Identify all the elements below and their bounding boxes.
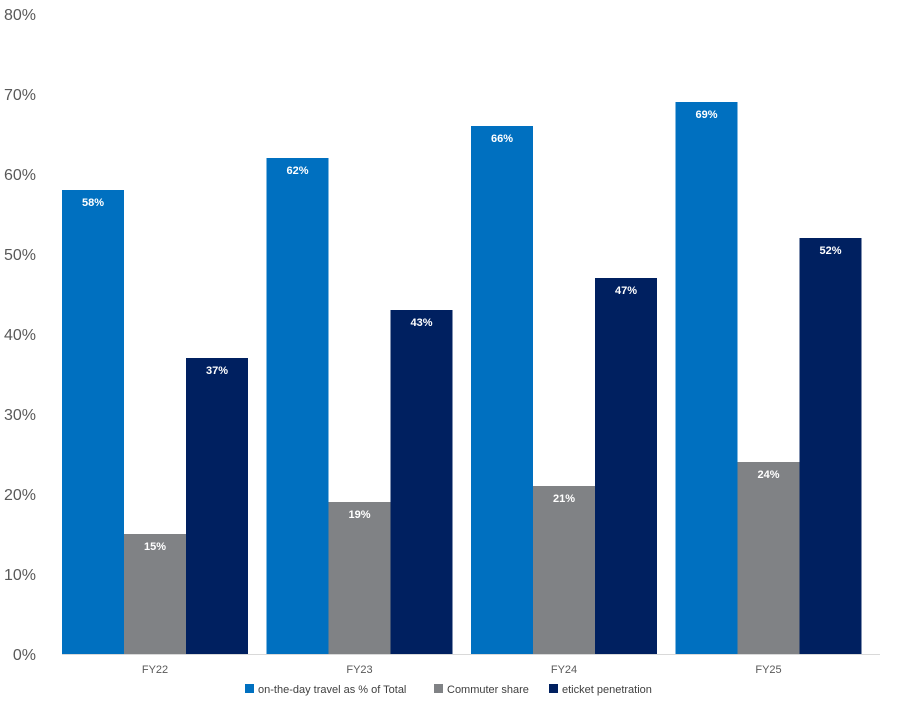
data-label: 43% xyxy=(410,317,432,329)
data-label: 58% xyxy=(82,197,104,209)
data-label: 52% xyxy=(819,245,841,257)
x-tick-label: FY24 xyxy=(551,664,577,676)
y-tick-label: 30% xyxy=(4,407,36,424)
legend-label: on-the-day travel as % of Total xyxy=(258,684,406,696)
bar-eticket-penetration-fy23 xyxy=(390,310,453,654)
y-tick-label: 80% xyxy=(4,7,36,24)
x-axis-ticks: FY22 FY23 FY24 FY25 xyxy=(142,664,782,676)
data-label: 62% xyxy=(286,165,308,177)
bar-eticket-penetration-fy24 xyxy=(595,278,657,654)
bar-on-the-day-travel-as-of-total-fy22 xyxy=(62,190,124,654)
x-tick-label: FY23 xyxy=(346,664,372,676)
y-tick-label: 40% xyxy=(4,327,36,344)
y-tick-label: 50% xyxy=(4,247,36,264)
y-tick-label: 60% xyxy=(4,167,36,184)
data-label: 47% xyxy=(615,285,637,297)
x-tick-label: FY22 xyxy=(142,664,168,676)
legend-label: eticket penetration xyxy=(562,684,652,696)
legend-swatch xyxy=(245,684,254,693)
bar-commuter-share-fy24 xyxy=(533,486,595,654)
bars-group xyxy=(62,102,862,654)
bar-on-the-day-travel-as-of-total-fy24 xyxy=(471,126,533,654)
bar-commuter-share-fy23 xyxy=(328,502,391,654)
legend-swatch xyxy=(549,684,558,693)
data-label: 66% xyxy=(491,133,513,145)
data-label: 69% xyxy=(695,109,717,121)
bar-on-the-day-travel-as-of-total-fy25 xyxy=(675,102,738,654)
y-tick-label: 0% xyxy=(13,647,36,664)
data-label: 15% xyxy=(144,541,166,553)
legend-label: Commuter share xyxy=(447,684,529,696)
data-label: 19% xyxy=(348,509,370,521)
y-tick-label: 20% xyxy=(4,487,36,504)
legend: on-the-day travel as % of Total Commuter … xyxy=(245,684,652,696)
y-tick-label: 70% xyxy=(4,87,36,104)
bar-eticket-penetration-fy22 xyxy=(186,358,248,654)
data-labels-group: 58% 15% 37% 62% 19% 43% 66% 21% 47% 69% 24% 52% xyxy=(82,109,842,553)
x-tick-label: FY25 xyxy=(755,664,781,676)
data-label: 21% xyxy=(553,493,575,505)
legend-swatch xyxy=(434,684,443,693)
bar-on-the-day-travel-as-of-total-fy23 xyxy=(266,158,329,654)
bar-commuter-share-fy22 xyxy=(124,534,186,654)
bar-eticket-penetration-fy25 xyxy=(799,238,862,654)
data-label: 24% xyxy=(757,469,779,481)
bar-commuter-share-fy25 xyxy=(737,462,800,654)
y-axis-ticks: 0% 10% 20% 30% 40% 50% 60% 70% 80% xyxy=(4,7,36,664)
y-tick-label: 10% xyxy=(4,567,36,584)
data-label: 37% xyxy=(206,365,228,377)
